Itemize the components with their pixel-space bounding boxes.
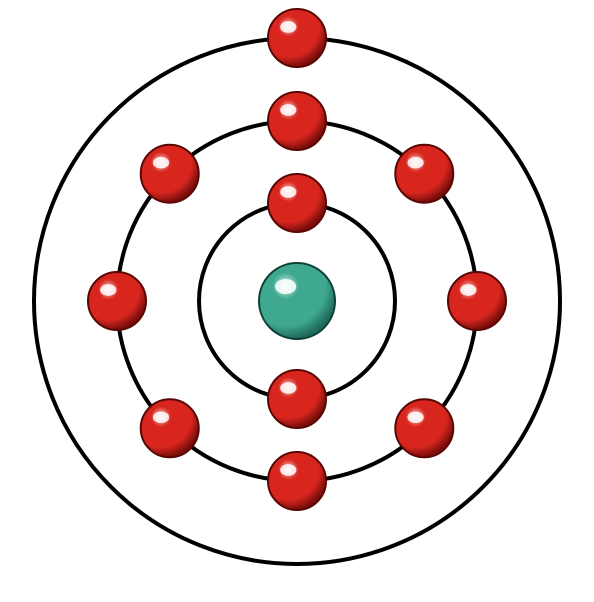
electron-shell2-4: [395, 399, 453, 457]
electron-shell2-1: [268, 92, 326, 150]
electron-shell2-5: [268, 452, 326, 510]
electron-shell2-8: [141, 145, 199, 203]
electron-shell2-7: [88, 272, 146, 330]
electron-shell1-2: [268, 370, 326, 428]
electron-shell3-1: [268, 9, 326, 67]
bohr-model-diagram: [0, 0, 594, 602]
electron-shell1-1: [268, 174, 326, 232]
electron-shell2-6: [141, 399, 199, 457]
electron-shell2-2: [395, 145, 453, 203]
nucleus: [259, 263, 335, 339]
electron-shell2-3: [448, 272, 506, 330]
